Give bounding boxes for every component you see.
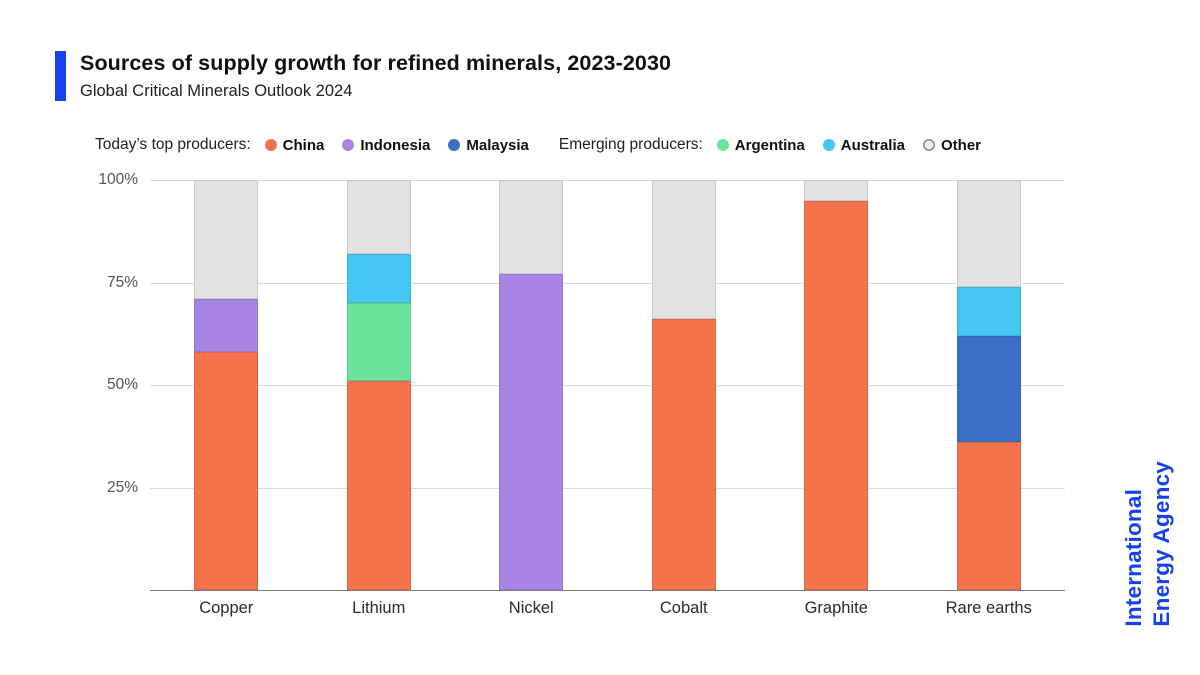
stacked-bar: [194, 180, 259, 590]
segment-other: [499, 180, 564, 275]
segment-australia: [956, 286, 1021, 336]
legend-dot: [716, 139, 729, 151]
segment-other: [956, 180, 1021, 287]
legend-group-label: Today’s top producers:: [95, 136, 251, 153]
bar-graphite: [760, 180, 913, 590]
x-label-copper: Copper: [199, 599, 254, 617]
segment-other: [346, 180, 411, 254]
legend-group: Emerging producers: Argentina Australia Oth…: [559, 136, 981, 154]
x-labels: Copper Lithium Nickel Cobalt Graphite Rare ea…: [150, 599, 1065, 618]
bar-copper: [150, 180, 303, 590]
legend-item-label: Australia: [840, 136, 905, 154]
x-label-cobalt: Cobalt: [659, 599, 708, 617]
legend-dot: [448, 139, 461, 151]
x-label-graphite: Graphite: [804, 599, 868, 617]
legend-group: Today’s top producers: China Indonesia Mala…: [95, 136, 529, 154]
legend-item-other: Other: [923, 137, 981, 154]
segment-other: [194, 180, 259, 299]
segment-argentina: [346, 303, 411, 381]
stacked-bar: [346, 180, 411, 590]
y-tick-75: 75%: [106, 273, 138, 291]
segment-australia: [346, 253, 411, 304]
gridline: [150, 385, 1065, 386]
gridline: [150, 487, 1065, 489]
stacked-bar: [804, 180, 869, 590]
legend-item-label: Indonesia: [360, 136, 431, 154]
segment-indonesia: [499, 274, 564, 590]
segment-other: [651, 180, 716, 320]
legend-item-label: Argentina: [734, 136, 805, 154]
bar-lithium: [303, 180, 456, 590]
legend-group-label: Emerging producers:: [558, 136, 703, 153]
iea-logo-line-2: Energy Agency: [1148, 461, 1174, 627]
legend: Today’s top producers: China Indonesia Mala…: [95, 136, 981, 154]
iea-logo-text: International Energy Agency: [1120, 461, 1176, 627]
gridline: [150, 180, 1065, 181]
segment-china: [651, 319, 716, 590]
legend-item-argentina: Argentina: [716, 136, 805, 154]
legend-item-australia: Australia: [822, 136, 905, 154]
x-label-lithium: Lithium: [352, 599, 406, 617]
x-label-rare-earths: Rare earths: [945, 599, 1032, 617]
header: Sources of supply growth for refined min…: [55, 51, 671, 101]
stacked-bar: [499, 180, 564, 590]
legend-dot: [822, 139, 835, 151]
gridline: [150, 282, 1065, 284]
legend-dot: [923, 139, 935, 151]
title-block: Sources of supply growth for refined min…: [80, 51, 671, 101]
segment-malaysia: [956, 335, 1021, 443]
legend-dot: [264, 139, 277, 151]
y-tick-100: 100%: [98, 171, 138, 188]
stacked-bar: [956, 180, 1021, 590]
y-tick-25: 25%: [106, 478, 138, 496]
legend-item-china: China: [264, 136, 325, 154]
legend-item-label: Other: [941, 136, 982, 154]
legend-item-indonesia: Indonesia: [342, 137, 430, 154]
legend-item-label: Malaysia: [466, 136, 529, 154]
segment-other: [804, 180, 869, 201]
bar-nickel: [455, 180, 608, 590]
legend-item-label: China: [282, 136, 325, 154]
page-subtitle: Global Critical Minerals Outlook 2024: [80, 81, 353, 100]
legend-dot: [342, 139, 355, 151]
legend-item-malaysia: Malaysia: [448, 137, 529, 154]
bar-cobalt: [608, 180, 761, 590]
segment-china: [956, 442, 1021, 590]
segment-china: [194, 352, 259, 590]
x-label-nickel: Nickel: [508, 599, 554, 617]
segment-china: [346, 380, 411, 590]
segment-china: [804, 200, 869, 590]
bar-rare-earths: [913, 180, 1066, 590]
title-accent-bar: [55, 51, 66, 101]
segment-indonesia: [194, 298, 259, 353]
page-title: Sources of supply growth for refined min…: [80, 51, 672, 75]
iea-logo-line-1: International: [1120, 489, 1146, 627]
stacked-bar: [651, 180, 716, 590]
plot-area: 100% 75% 50% 25%: [98, 171, 1065, 591]
x-axis-line: [150, 590, 1065, 591]
y-tick-50: 50%: [106, 376, 138, 393]
bars: [150, 180, 1065, 590]
